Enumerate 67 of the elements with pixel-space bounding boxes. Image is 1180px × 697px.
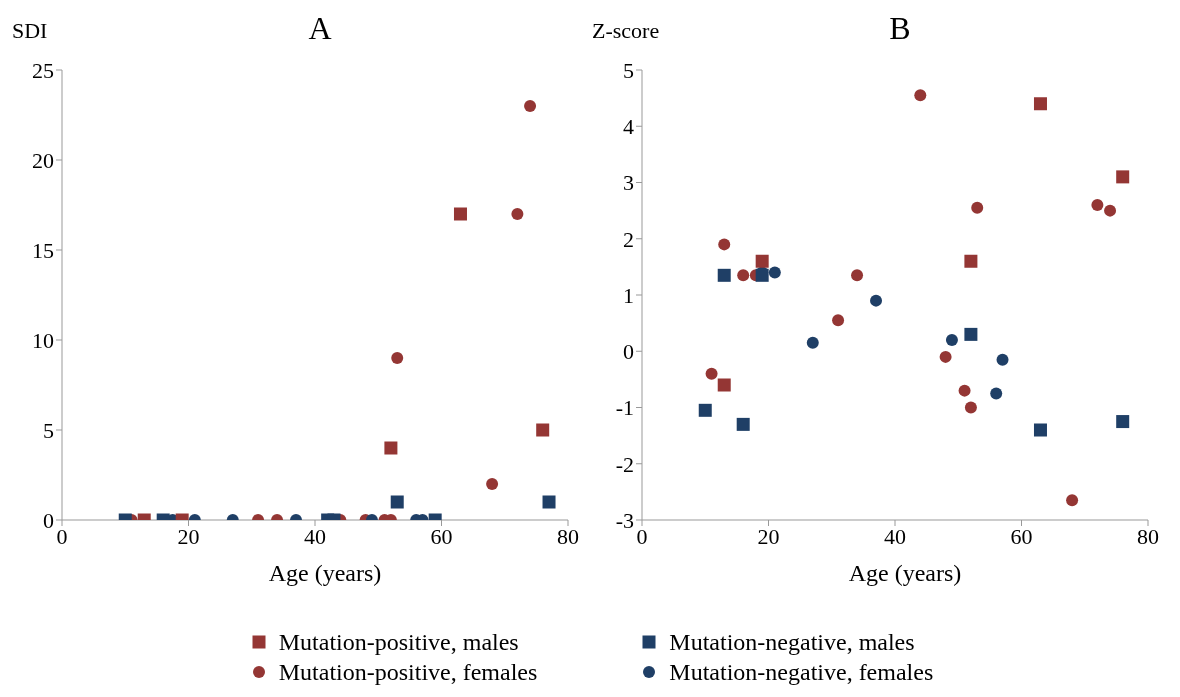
y-tick-label: -1 xyxy=(615,395,634,421)
point xyxy=(832,314,845,327)
y-tick-label: 10 xyxy=(32,327,54,353)
point xyxy=(737,269,750,282)
x-tick-label: 60 xyxy=(1010,523,1033,549)
point xyxy=(971,201,984,214)
point xyxy=(1116,415,1130,429)
point xyxy=(964,401,977,414)
point xyxy=(1033,423,1047,437)
chart-title: A xyxy=(307,10,333,47)
x-axis-title: Age (years) xyxy=(267,560,383,587)
point xyxy=(717,268,731,282)
point xyxy=(511,208,524,220)
point xyxy=(1104,204,1117,217)
y-tick-label: 0 xyxy=(623,339,634,365)
y-tick-label: 2 xyxy=(623,226,634,252)
x-tick-label: 40 xyxy=(884,523,906,549)
y-tick-label: 3 xyxy=(623,170,634,196)
point xyxy=(1033,97,1047,111)
y-tick-label: 25 xyxy=(32,57,54,83)
y-axis-title: SDI xyxy=(12,18,48,44)
point xyxy=(958,384,971,397)
x-tick-label: 60 xyxy=(430,523,453,549)
point xyxy=(524,100,537,112)
point xyxy=(736,417,750,431)
x-tick-label: 80 xyxy=(1137,523,1159,549)
point xyxy=(851,269,864,282)
point xyxy=(1066,494,1079,507)
legend-label: Mutation-negative, males xyxy=(669,628,915,656)
point xyxy=(768,266,781,279)
point xyxy=(964,254,978,268)
y-tick-label: 0 xyxy=(43,507,54,533)
x-tick-label: 80 xyxy=(557,523,579,549)
y-tick-label: -2 xyxy=(615,451,634,477)
point xyxy=(870,294,883,307)
x-tick-label: 40 xyxy=(304,523,326,549)
point xyxy=(698,403,712,417)
point xyxy=(453,207,467,221)
y-tick-label: -3 xyxy=(615,507,634,533)
y-tick-label: 1 xyxy=(623,282,634,308)
legend-label: Mutation-positive, males xyxy=(278,628,519,656)
y-axis-title: Z-score xyxy=(592,18,660,44)
point xyxy=(939,350,952,363)
point xyxy=(755,254,769,268)
x-axis-title: Age (years) xyxy=(847,560,963,587)
point xyxy=(1116,170,1130,184)
y-tick-label: 15 xyxy=(32,237,54,263)
point xyxy=(391,352,404,364)
point xyxy=(990,387,1003,400)
point xyxy=(1091,199,1104,211)
legend-label: Mutation-positive, females xyxy=(278,658,538,686)
y-tick-label: 5 xyxy=(623,57,634,83)
legend-label: Mutation-negative, females xyxy=(669,658,934,686)
point xyxy=(964,327,978,341)
point xyxy=(806,336,819,349)
chart-title: B xyxy=(889,10,911,46)
point xyxy=(718,238,731,251)
point xyxy=(945,334,958,346)
point xyxy=(717,378,731,392)
y-tick-label: 5 xyxy=(43,417,54,443)
x-tick-label: 20 xyxy=(177,523,200,549)
y-tick-label: 20 xyxy=(32,147,54,173)
point xyxy=(914,89,927,102)
point xyxy=(996,353,1009,366)
y-tick-label: 4 xyxy=(623,114,634,140)
point xyxy=(705,367,718,380)
x-tick-label: 20 xyxy=(757,523,780,549)
